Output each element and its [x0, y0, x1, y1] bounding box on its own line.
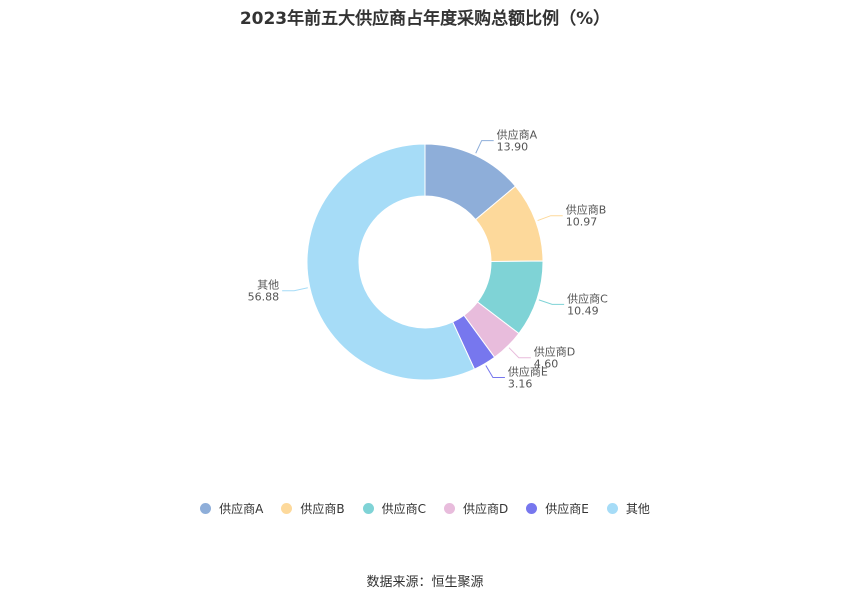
- slice-label-value-4: 4.60: [534, 358, 559, 371]
- legend-label: 供应商D: [462, 502, 509, 516]
- chart-title: 2023年前五大供应商占年度采购总额比例（%）: [239, 9, 611, 29]
- leader-line-1: [475, 140, 494, 154]
- leader-line-3: [538, 299, 565, 305]
- legend-label: 供应商A: [219, 502, 264, 516]
- slice-label-value-6: 56.88: [248, 291, 280, 304]
- legend-marker-icon: [606, 503, 618, 514]
- legend-marker-icon: [443, 503, 455, 514]
- legend: 供应商A 供应商B 供应商C 供应商D 供应商E 其他: [0, 500, 850, 517]
- slice-label-value-5: 3.16: [508, 378, 533, 391]
- legend-item-5[interactable]: 供应商E: [526, 500, 589, 517]
- legend-marker-icon: [362, 503, 374, 514]
- legend-marker-icon: [200, 503, 212, 514]
- slice-label-name-3: 供应商C: [567, 291, 608, 305]
- legend-item-4[interactable]: 供应商D: [443, 500, 509, 517]
- slice-label-name-2: 供应商B: [566, 203, 607, 217]
- legend-label: 其他: [625, 502, 650, 516]
- slice-label-name-4: 供应商D: [534, 345, 575, 359]
- slice-label-name-1: 供应商A: [497, 128, 538, 142]
- legend-item-3[interactable]: 供应商C: [362, 500, 426, 517]
- slice-label-name-5: 供应商E: [508, 365, 548, 379]
- leader-line-4: [508, 347, 531, 359]
- legend-label: 供应商C: [381, 502, 426, 516]
- legend-marker-icon: [526, 503, 538, 514]
- legend-item-2[interactable]: 供应商B: [281, 500, 345, 517]
- legend-label: 供应商E: [545, 502, 589, 516]
- slice-label-value-3: 10.49: [567, 304, 599, 317]
- legend-marker-icon: [281, 503, 293, 514]
- legend-item-1[interactable]: 供应商A: [200, 500, 263, 517]
- slices-group: [306, 143, 544, 381]
- pie-slice-6[interactable]: [306, 143, 476, 381]
- slice-label-value-1: 13.90: [497, 141, 528, 154]
- slice-label-name-6: 其他: [257, 279, 279, 292]
- source-note: 数据来源：恒生聚源: [366, 575, 484, 590]
- legend-item-6[interactable]: 其他: [606, 500, 650, 517]
- legend-label: 供应商B: [300, 502, 345, 516]
- leader-line-2: [537, 215, 563, 222]
- leader-line-5: [485, 365, 505, 379]
- slice-label-value-2: 10.97: [566, 216, 598, 229]
- leader-line-6: [282, 287, 308, 292]
